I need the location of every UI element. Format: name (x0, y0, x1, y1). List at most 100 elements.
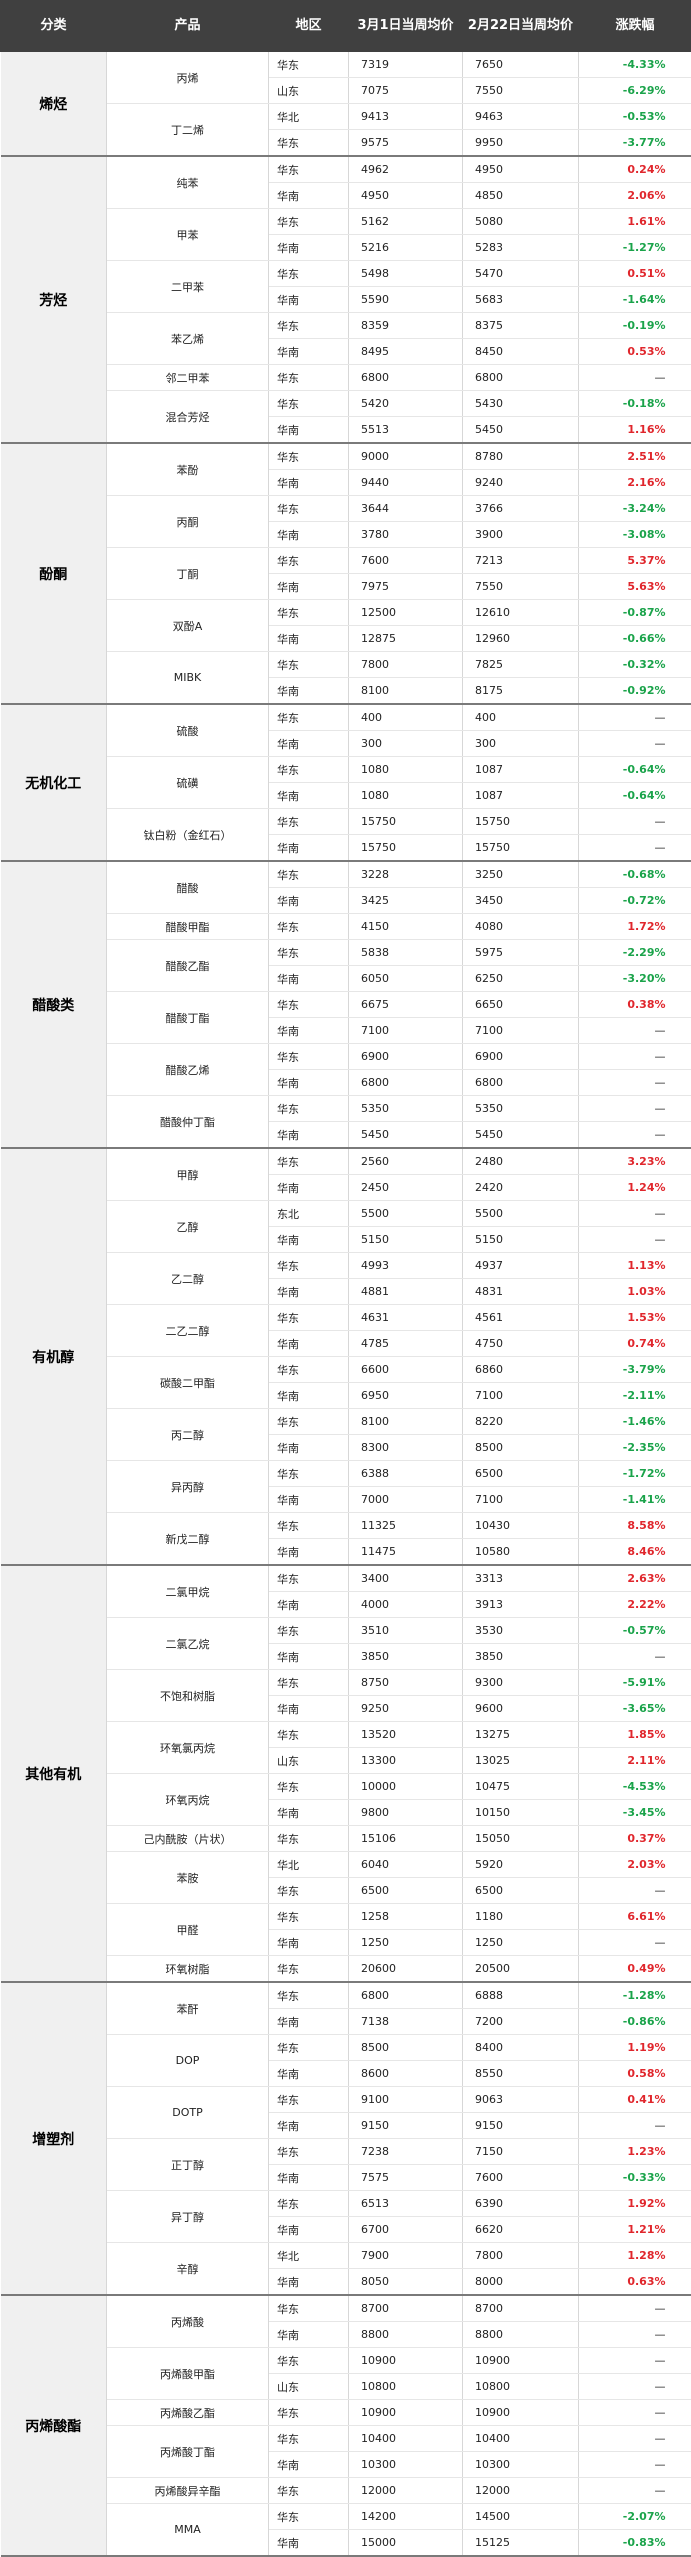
region-cell: 华东 (269, 1956, 349, 1983)
change-cell: — (579, 704, 691, 731)
change-cell: — (579, 2452, 691, 2478)
previous-price-cell: 12000 (463, 2478, 579, 2504)
header-current-price: 3月1日当周均价 (349, 1, 463, 52)
region-cell: 华东 (269, 1461, 349, 1487)
current-price-cell: 6600 (349, 1357, 463, 1383)
product-cell: 硫酸 (107, 704, 269, 757)
previous-price-cell: 5430 (463, 391, 579, 417)
previous-price-cell: 7213 (463, 548, 579, 574)
change-cell: -5.91% (579, 1670, 691, 1696)
previous-price-cell: 8175 (463, 678, 579, 705)
change-cell: 1.72% (579, 914, 691, 940)
previous-price-cell: 5920 (463, 1852, 579, 1878)
region-cell: 华东 (269, 1044, 349, 1070)
product-cell: 醋酸甲酯 (107, 914, 269, 940)
category-cell: 烯烃 (1, 52, 107, 157)
region-cell: 华东 (269, 1618, 349, 1644)
previous-price-cell: 5080 (463, 209, 579, 235)
previous-price-cell: 5350 (463, 1096, 579, 1122)
change-cell: 0.63% (579, 2269, 691, 2296)
product-cell: 甲醇 (107, 1148, 269, 1201)
previous-price-cell: 6860 (463, 1357, 579, 1383)
change-cell: — (579, 2295, 691, 2322)
previous-price-cell: 10580 (463, 1539, 579, 1566)
region-cell: 华东 (269, 1774, 349, 1800)
product-cell: 醋酸丁酯 (107, 992, 269, 1044)
region-cell: 山东 (269, 78, 349, 104)
region-cell: 华北 (269, 2243, 349, 2269)
region-cell: 华南 (269, 678, 349, 705)
product-cell: 丙烯酸乙酯 (107, 2400, 269, 2426)
current-price-cell: 15750 (349, 835, 463, 862)
header-category: 分类 (1, 1, 107, 52)
change-cell: — (579, 1044, 691, 1070)
previous-price-cell: 8800 (463, 2322, 579, 2348)
current-price-cell: 7800 (349, 652, 463, 678)
change-cell: 0.24% (579, 156, 691, 183)
region-cell: 华南 (269, 470, 349, 496)
category-cell: 芳烃 (1, 156, 107, 443)
region-cell: 华东 (269, 2504, 349, 2530)
previous-price-cell: 10150 (463, 1800, 579, 1826)
region-cell: 华南 (269, 1018, 349, 1044)
current-price-cell: 4785 (349, 1331, 463, 1357)
region-cell: 华南 (269, 1070, 349, 1096)
current-price-cell: 7238 (349, 2139, 463, 2165)
previous-price-cell: 9463 (463, 104, 579, 130)
region-cell: 华东 (269, 1904, 349, 1930)
current-price-cell: 12875 (349, 626, 463, 652)
region-cell: 华东 (269, 1670, 349, 1696)
current-price-cell: 9250 (349, 1696, 463, 1722)
change-cell: — (579, 1644, 691, 1670)
region-cell: 华东 (269, 365, 349, 391)
change-cell: 2.03% (579, 1852, 691, 1878)
change-cell: -6.29% (579, 78, 691, 104)
current-price-cell: 4881 (349, 1279, 463, 1305)
previous-price-cell: 8700 (463, 2295, 579, 2322)
current-price-cell: 6700 (349, 2217, 463, 2243)
product-cell: 丙烯 (107, 52, 269, 104)
product-cell: 苯胺 (107, 1852, 269, 1904)
region-cell: 华南 (269, 1487, 349, 1513)
region-cell: 华东 (269, 992, 349, 1018)
region-cell: 华东 (269, 1878, 349, 1904)
change-cell: 2.06% (579, 183, 691, 209)
change-cell: 0.74% (579, 1331, 691, 1357)
change-cell: -0.86% (579, 2009, 691, 2035)
change-cell: — (579, 2374, 691, 2400)
region-cell: 华南 (269, 183, 349, 209)
region-cell: 华南 (269, 2269, 349, 2296)
previous-price-cell: 8500 (463, 1435, 579, 1461)
product-cell: 环氧树脂 (107, 1956, 269, 1983)
previous-price-cell: 4831 (463, 1279, 579, 1305)
previous-price-cell: 10300 (463, 2452, 579, 2478)
change-cell: 1.92% (579, 2191, 691, 2217)
previous-price-cell: 9300 (463, 1670, 579, 1696)
current-price-cell: 7900 (349, 2243, 463, 2269)
product-cell: DOP (107, 2035, 269, 2087)
change-cell: -3.79% (579, 1357, 691, 1383)
region-cell: 华南 (269, 1279, 349, 1305)
previous-price-cell: 7100 (463, 1487, 579, 1513)
previous-price-cell: 3250 (463, 861, 579, 888)
region-cell: 华东 (269, 2191, 349, 2217)
previous-price-cell: 6390 (463, 2191, 579, 2217)
region-cell: 东北 (269, 1201, 349, 1227)
current-price-cell: 9150 (349, 2113, 463, 2139)
current-price-cell: 8800 (349, 2322, 463, 2348)
previous-price-cell: 5683 (463, 287, 579, 313)
region-cell: 华南 (269, 2113, 349, 2139)
previous-price-cell: 7800 (463, 2243, 579, 2269)
current-price-cell: 9000 (349, 443, 463, 470)
current-price-cell: 5838 (349, 940, 463, 966)
previous-price-cell: 5450 (463, 417, 579, 444)
current-price-cell: 3780 (349, 522, 463, 548)
product-cell: 甲醛 (107, 1904, 269, 1956)
previous-price-cell: 7550 (463, 574, 579, 600)
current-price-cell: 8600 (349, 2061, 463, 2087)
change-cell: 1.21% (579, 2217, 691, 2243)
previous-price-cell: 7150 (463, 2139, 579, 2165)
change-cell: -2.35% (579, 1435, 691, 1461)
